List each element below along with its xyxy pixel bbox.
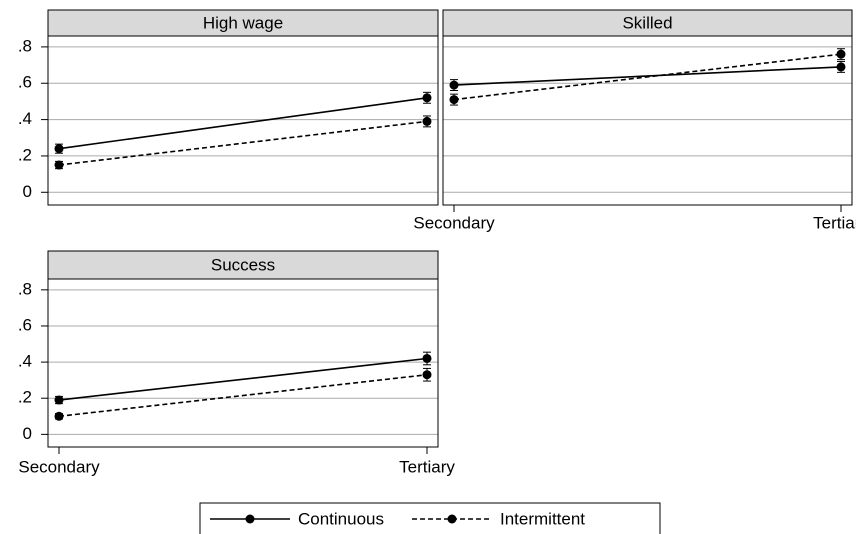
series-line bbox=[58, 96, 428, 150]
panel-title: High wage bbox=[203, 13, 283, 32]
y-tick-label: .4 bbox=[18, 109, 32, 128]
y-tick-label: .8 bbox=[18, 279, 32, 298]
y-tick-label: .6 bbox=[18, 315, 32, 334]
point bbox=[836, 62, 846, 72]
panel-header bbox=[47, 9, 439, 37]
plot-frame bbox=[442, 35, 853, 206]
y-tick-label: .2 bbox=[18, 145, 32, 164]
legend-marker bbox=[245, 514, 255, 524]
legend-label: Continuous bbox=[298, 509, 384, 528]
plot-frame bbox=[47, 35, 439, 206]
point bbox=[422, 116, 432, 126]
point bbox=[54, 395, 64, 405]
panel-title: Skilled bbox=[622, 13, 672, 32]
y-tick-label: 0 bbox=[23, 182, 32, 201]
x-tick-label: Secondary bbox=[413, 213, 495, 232]
series-line bbox=[453, 53, 842, 101]
y-tick-label: .8 bbox=[18, 36, 32, 55]
x-tick-label: Tertiary bbox=[813, 213, 856, 232]
point bbox=[836, 49, 846, 59]
y-tick-label: 0 bbox=[23, 424, 32, 443]
x-tick-label: Tertiary bbox=[399, 457, 455, 476]
point bbox=[422, 353, 432, 363]
point bbox=[422, 93, 432, 103]
series-line bbox=[58, 373, 428, 418]
panel-header bbox=[47, 250, 439, 280]
panel-title: Success bbox=[211, 255, 275, 274]
point bbox=[449, 95, 459, 105]
point bbox=[449, 80, 459, 90]
point bbox=[54, 160, 64, 170]
series-line bbox=[58, 357, 428, 401]
y-tick-label: .2 bbox=[18, 388, 32, 407]
plot-frame bbox=[47, 278, 439, 448]
legend-marker bbox=[447, 514, 457, 524]
y-tick-label: .4 bbox=[18, 352, 32, 371]
y-tick-label: .6 bbox=[18, 73, 32, 92]
series-line bbox=[58, 120, 428, 166]
point bbox=[54, 411, 64, 421]
legend-label: Intermittent bbox=[500, 509, 585, 528]
x-tick-label: Secondary bbox=[18, 457, 100, 476]
point bbox=[422, 370, 432, 380]
series-line bbox=[453, 66, 842, 86]
point bbox=[54, 144, 64, 154]
